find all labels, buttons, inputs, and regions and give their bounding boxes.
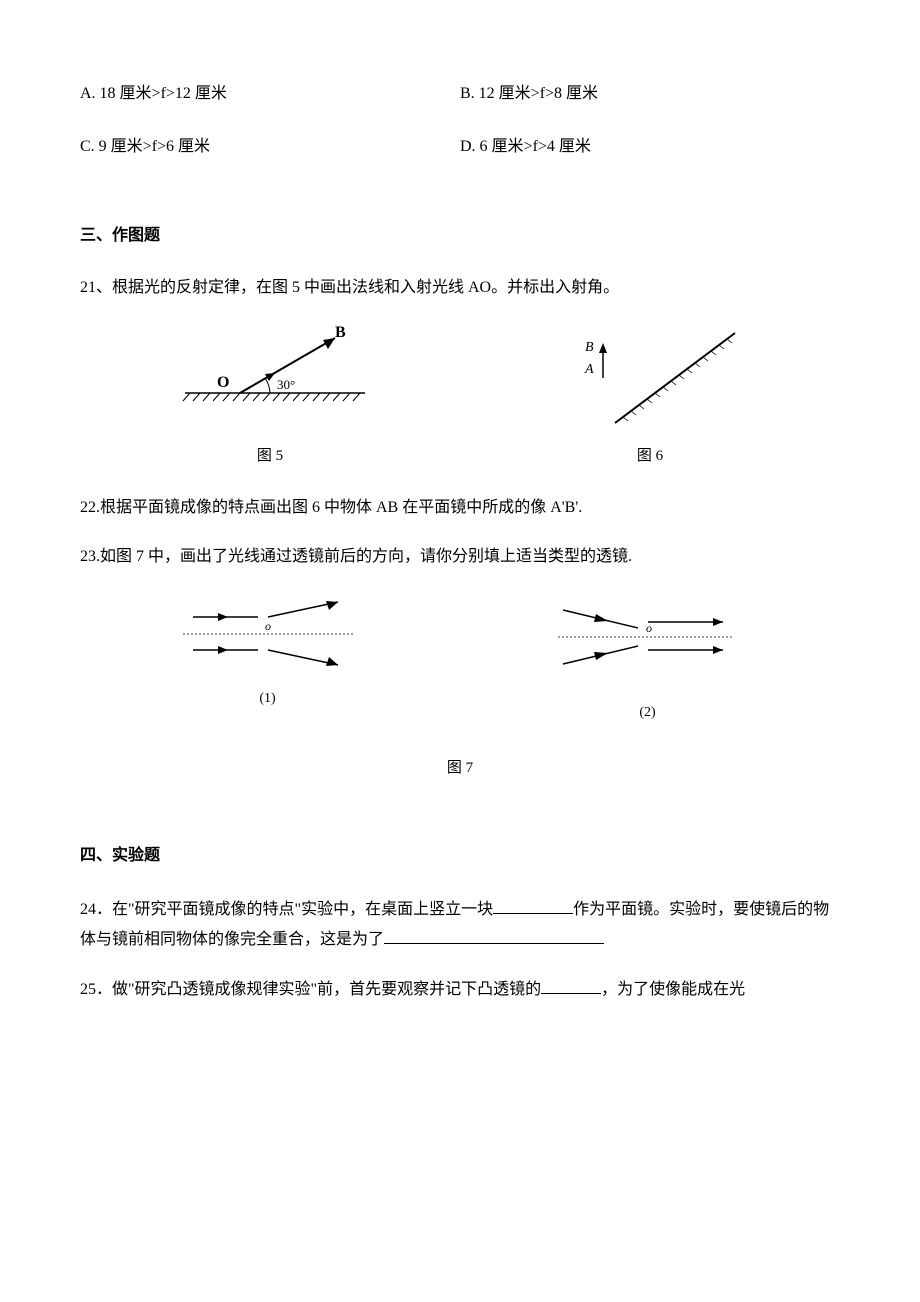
fig5-B-label: B [335,324,346,341]
figure-6-container: B A [555,323,755,433]
figure-label-row-5-6: 图 5 图 6 [80,443,840,470]
figure-6-svg: B A [555,323,755,433]
option-b: B. 12 厘米>f>8 厘米 [460,80,840,109]
question-23: 23.如图 7 中，画出了光线通过透镜前后的方向，请你分别填上适当类型的透镜. [80,543,840,572]
q25-blank-1 [541,975,601,994]
figure-7-2-container: o (2) [548,592,748,725]
svg-text:o: o [265,619,271,633]
figure-5-container: O B 30° [165,323,385,433]
figure-row-5-6: O B 30° [80,323,840,433]
q24-blank-1 [493,895,573,914]
figure-7-2-svg: o [548,592,748,692]
figure-7-label: 图 7 [80,755,840,782]
fig5-O-label: O [217,374,229,391]
figure-7-2-sublabel: (2) [639,700,655,725]
question-22: 22.根据平面镜成像的特点画出图 6 中物体 AB 在平面镜中所成的像 A'B'… [80,494,840,523]
figure-7-row: o (1) o [80,592,840,725]
fig6-B-label: B [585,340,594,355]
svg-text:o: o [646,621,652,635]
question-25: 25．做"研究凸透镜成像规律实验"前，首先要观察并记下凸透镜的 ，为了使像能成在光 [80,975,840,1005]
section-3-heading: 三、作图题 [80,222,840,251]
question-24: 24．在"研究平面镜成像的特点"实验中，在桌面上竖立一块作为平面镜。实验时，要使… [80,895,840,955]
section-4-heading: 四、实验题 [80,842,840,871]
option-d: D. 6 厘米>f>4 厘米 [460,133,840,162]
figure-7-1-svg: o [173,592,363,682]
question-21: 21、根据光的反射定律，在图 5 中画出法线和入射光线 AO。并标出入射角。 [80,274,840,303]
q24-text-pre: 24．在"研究平面镜成像的特点"实验中，在桌面上竖立一块 [80,901,493,918]
fig6-A-label: A [584,362,594,377]
figure-6-label: 图 6 [500,443,800,470]
q25-text-pre: 25．做"研究凸透镜成像规律实验"前，首先要观察并记下凸透镜的 [80,981,541,998]
figure-5-label: 图 5 [120,443,420,470]
q24-blank-2 [384,925,604,944]
option-a: A. 18 厘米>f>12 厘米 [80,80,460,109]
figure-7-1-sublabel: (1) [259,686,275,711]
options-row-1: A. 18 厘米>f>12 厘米 B. 12 厘米>f>8 厘米 [80,80,840,109]
figure-5-svg: O B 30° [165,323,385,413]
option-c: C. 9 厘米>f>6 厘米 [80,133,460,162]
q25-text-post: ，为了使像能成在光 [601,981,745,998]
figure-7-1-container: o (1) [173,592,363,725]
options-row-2: C. 9 厘米>f>6 厘米 D. 6 厘米>f>4 厘米 [80,133,840,162]
fig5-angle-label: 30° [277,377,295,392]
